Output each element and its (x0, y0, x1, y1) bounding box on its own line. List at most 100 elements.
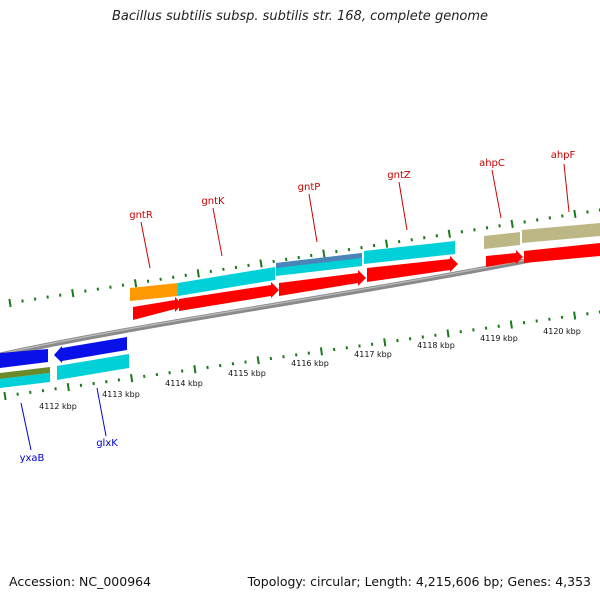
gene-label-ahpC: ahpC (479, 158, 505, 169)
minor-tick (143, 374, 146, 378)
major-tick (446, 329, 450, 338)
minor-tick (423, 236, 426, 240)
scale-label: 4120 kbp (543, 327, 581, 336)
feature-yxaB[interactable] (0, 373, 50, 388)
cds-arrow-glxK[interactable] (54, 337, 127, 363)
major-tick (66, 382, 70, 392)
scale-labels: 4112 kbp 4113 kbp 4114 kbp 4115 kbp 4116… (39, 327, 581, 411)
scale-label: 4116 kbp (291, 359, 329, 368)
minor-tick (536, 218, 539, 222)
major-tick (322, 249, 326, 258)
scale-label: 4117 kbp (354, 350, 392, 359)
scale-label: 4118 kbp (417, 341, 455, 350)
major-tick (259, 259, 263, 268)
minor-tick (46, 295, 49, 299)
minor-tick (473, 228, 476, 232)
cds-row-forward (133, 243, 600, 320)
feature-row-lower (0, 337, 129, 388)
scale-label: 4119 kbp (480, 334, 518, 343)
scale-label: 4115 kbp (228, 369, 266, 378)
minor-tick (109, 285, 112, 289)
minor-tick (372, 243, 376, 248)
cds-arrow-gntP[interactable] (279, 270, 366, 296)
major-tick (383, 338, 387, 347)
major-tick (573, 311, 577, 320)
feature-ahpC[interactable] (484, 232, 520, 249)
minor-tick (21, 299, 24, 303)
major-tick (510, 219, 514, 228)
gene-label-ahpF: ahpF (551, 150, 576, 161)
major-tick (130, 374, 134, 383)
minor-tick (485, 226, 489, 230)
minor-tick (96, 287, 100, 291)
minor-tick (206, 365, 209, 370)
minor-tick (159, 277, 162, 281)
cds-arrow-ahpF[interactable] (524, 243, 600, 263)
minor-tick (396, 338, 399, 343)
gene-label-gntK: gntK (201, 196, 225, 207)
minor-tick (297, 255, 300, 260)
minor-tick (310, 253, 313, 258)
forward-gene-labels: gntR gntK gntP gntZ ahpC ahpF (129, 150, 576, 269)
scale-label: 4113 kbp (102, 390, 140, 399)
minor-tick (234, 265, 238, 270)
feature-glxK[interactable] (57, 354, 129, 380)
major-tick (385, 239, 389, 248)
minor-tick (332, 347, 336, 352)
major-tick (193, 365, 197, 374)
accession-text: Accession: NC_000964 (9, 574, 152, 589)
minor-tick (347, 247, 351, 252)
gene-label-gntP: gntP (298, 182, 321, 193)
minor-tick (84, 289, 87, 293)
major-tick (447, 229, 451, 238)
minor-tick (79, 383, 83, 387)
major-tick (196, 269, 200, 278)
cds-arrow-gntR[interactable] (133, 297, 182, 320)
gene-label-gntR: gntR (129, 210, 153, 221)
genome-stats-text: Topology: circular; Length: 4,215,606 bp… (247, 574, 591, 589)
major-tick (256, 356, 260, 365)
minor-tick (586, 312, 589, 316)
cds-arrow-yxaB[interactable] (0, 349, 48, 368)
gene-label-gntZ: gntZ (387, 170, 411, 181)
major-tick (8, 298, 12, 308)
reverse-gene-labels: yxaB glxK (20, 387, 118, 464)
major-tick (71, 289, 75, 298)
feature-gntR[interactable] (130, 283, 178, 301)
minor-tick (184, 273, 187, 277)
minor-tick (522, 321, 526, 325)
minor-tick (16, 392, 19, 396)
genome-backbone (0, 243, 600, 358)
scale-label: 4112 kbp (39, 402, 77, 411)
minor-tick (397, 240, 401, 244)
minor-tick (523, 220, 526, 224)
genome-title: Bacillus subtilis subsp. subtilis str. 1… (111, 9, 489, 24)
feature-row-upper (130, 223, 600, 301)
cds-arrow-gntZ[interactable] (367, 256, 458, 282)
feature-ahpF[interactable] (522, 223, 600, 243)
cds-arrow-ahpC[interactable] (486, 250, 523, 267)
minor-tick (498, 224, 501, 228)
major-tick (509, 320, 513, 329)
major-tick (319, 347, 323, 356)
minor-tick (561, 214, 564, 218)
upper-tick-ring (8, 208, 600, 308)
minor-tick (284, 257, 288, 262)
minor-tick (269, 356, 273, 361)
minor-tick (272, 259, 275, 264)
cds-arrow-gntK[interactable] (179, 282, 279, 311)
major-tick (3, 391, 7, 401)
scale-label: 4114 kbp (165, 379, 203, 388)
minor-tick (459, 330, 462, 334)
minor-tick (586, 210, 589, 214)
lower-tick-ring (3, 310, 600, 401)
feature-gntZ[interactable] (364, 241, 455, 264)
gene-label-glxK: glxK (96, 438, 118, 449)
minor-tick (209, 269, 213, 273)
minor-tick (335, 249, 338, 254)
gene-label-yxaB: yxaB (20, 453, 45, 464)
feature-gntK[interactable] (178, 267, 275, 296)
minor-tick (121, 283, 125, 287)
major-tick (573, 209, 577, 219)
